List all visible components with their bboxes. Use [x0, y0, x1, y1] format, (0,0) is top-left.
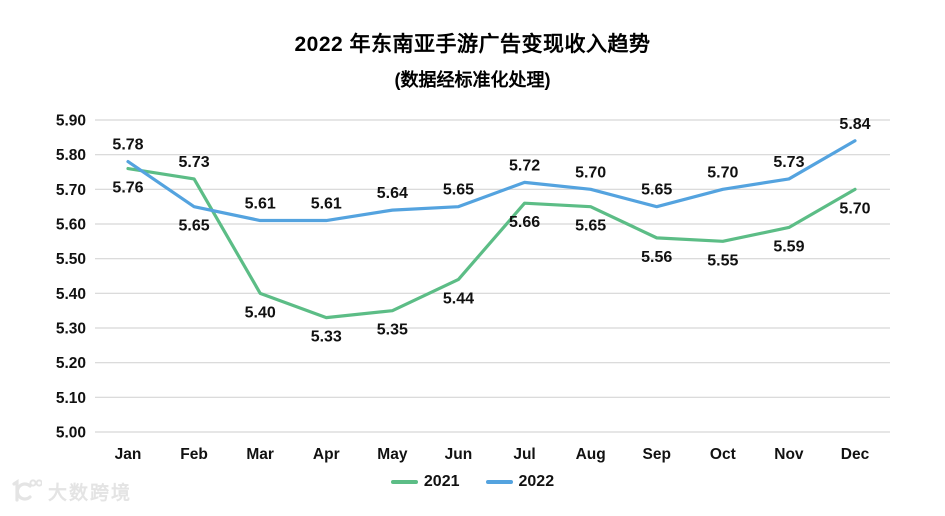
legend-item-2021: 2021 [390, 473, 460, 491]
data-label-2021: 5.73 [179, 154, 210, 171]
x-tick-label: Dec [841, 446, 870, 463]
data-label-2022: 5.61 [245, 196, 276, 213]
y-tick-label: 5.70 [56, 182, 86, 199]
watermark-text: 大数跨境 [48, 482, 133, 504]
data-label-2021: 5.76 [112, 180, 143, 197]
data-label-2022: 5.65 [641, 182, 672, 199]
y-tick-label: 5.00 [56, 425, 86, 442]
legend-label: 2022 [518, 473, 555, 490]
y-tick-label: 5.80 [56, 147, 86, 164]
data-label-2022: 5.65 [179, 218, 210, 235]
x-tick-label: Nov [774, 446, 804, 463]
chart-legend: 2021 2022 [0, 473, 945, 491]
data-label-2022: 5.61 [311, 196, 342, 213]
y-axis-tick-labels: 5.00 5.10 5.20 5.30 5.40 5.50 5.60 5.70 5.80 5.90 [56, 113, 86, 442]
watermark-logo-icon [12, 479, 42, 502]
data-label-2021: 5.44 [443, 290, 474, 307]
x-axis-tick-labels: Jan Feb Mar Apr May Jun Jul Aug Sep Oct Nov Dec [115, 446, 870, 463]
data-label-2021: 5.65 [575, 218, 606, 235]
data-label-2022: 5.70 [575, 164, 606, 181]
x-tick-label: Mar [246, 446, 274, 463]
x-tick-label: Sep [643, 446, 671, 463]
data-label-2022: 5.65 [443, 182, 474, 199]
chart-title: 2022 年东南亚手游广告变现收入趋势 [294, 33, 651, 56]
data-label-2022: 5.70 [707, 164, 738, 181]
chart-subtitle: (数据经标准化处理) [394, 70, 551, 90]
x-tick-label: Apr [313, 446, 340, 463]
data-label-2021: 5.55 [707, 252, 738, 269]
y-tick-label: 5.60 [56, 217, 86, 234]
data-label-2022: 5.84 [839, 116, 870, 133]
y-tick-label: 5.30 [56, 321, 86, 338]
y-tick-label: 5.40 [56, 286, 86, 303]
data-label-2022: 5.78 [112, 137, 143, 154]
legend-swatch-2021 [390, 480, 418, 484]
gridlines [95, 119, 890, 433]
data-label-2022: 5.72 [509, 157, 540, 174]
x-tick-label: Feb [180, 446, 208, 463]
y-tick-label: 5.20 [56, 355, 86, 372]
y-tick-label: 5.50 [56, 251, 86, 268]
x-tick-label: Jul [513, 446, 535, 463]
data-label-2021: 5.59 [773, 238, 804, 255]
legend-swatch-2022 [485, 480, 513, 484]
data-label-2021: 5.40 [245, 304, 276, 321]
y-tick-label: 5.90 [56, 113, 86, 130]
legend-label: 2021 [423, 473, 460, 490]
x-tick-label: May [377, 446, 408, 463]
series-line-2021 [126, 166, 857, 320]
data-label-2021: 5.70 [839, 200, 870, 217]
x-tick-label: Oct [710, 446, 736, 463]
data-label-2021: 5.35 [377, 322, 408, 339]
x-tick-label: Jan [115, 446, 142, 463]
y-tick-label: 5.10 [56, 390, 86, 407]
x-tick-label: Aug [576, 446, 606, 463]
x-tick-label: Jun [445, 446, 473, 463]
data-label-2021: 5.66 [509, 214, 540, 231]
series-line-2022 [126, 139, 857, 223]
data-label-2022: 5.64 [377, 185, 408, 202]
data-label-2022: 5.73 [773, 154, 804, 171]
data-label-2021: 5.33 [311, 329, 342, 346]
legend-item-2022: 2022 [485, 473, 555, 491]
data-label-2021: 5.56 [641, 249, 672, 266]
watermark: 大数跨境 [8, 474, 132, 508]
data-labels: 5.76 5.73 5.40 5.33 5.35 5.44 5.66 5.65 5.56 5.55… [112, 116, 870, 346]
